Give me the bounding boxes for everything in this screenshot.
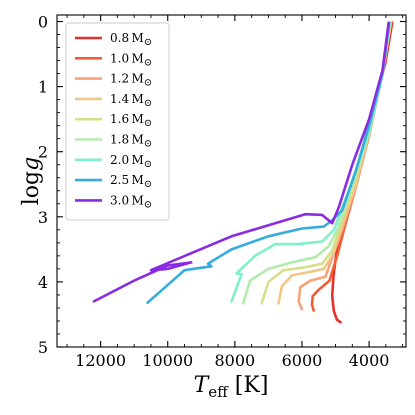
legend-label: 1.4 M⊙ bbox=[110, 92, 152, 109]
legend-label: 1.0 M⊙ bbox=[110, 51, 152, 68]
legend-label: 0.8 M⊙ bbox=[110, 31, 152, 48]
legend: 0.8 M⊙ 1.0 M⊙ 1.2 M⊙ 1.4 M⊙ 1.6 M⊙ 1.8 M⊙ 2.0 … bbox=[65, 22, 170, 221]
y-tick-label: 2 bbox=[38, 143, 48, 162]
series-line-1-8 bbox=[241, 21, 392, 305]
x-axis-title-main: T bbox=[194, 373, 211, 398]
y-tick-label: 0 bbox=[38, 13, 48, 32]
series-line-3-0 bbox=[92, 21, 390, 303]
plot-frame bbox=[56, 14, 407, 348]
series-line-1-6 bbox=[260, 21, 392, 305]
y-axis-title: logg bbox=[19, 157, 44, 205]
x-axis-title-unit: [K] bbox=[228, 373, 269, 398]
series-lines bbox=[92, 21, 394, 324]
x-tick-label: 8000 bbox=[214, 351, 255, 370]
axis-ticks: 12000 10000 8000 6000 4000 0 1 2 3 4 5 bbox=[38, 13, 406, 370]
x-tick-label: 12000 bbox=[75, 351, 126, 370]
legend-label: 1.6 M⊙ bbox=[110, 112, 152, 129]
legend-label: 1.8 M⊙ bbox=[110, 133, 152, 150]
y-axis-title-var: g bbox=[19, 157, 44, 171]
y-axis-title-main: log bbox=[19, 171, 44, 205]
series-line-2-0 bbox=[230, 21, 391, 303]
legend-label: 3.0 M⊙ bbox=[110, 193, 152, 210]
legend-label: 2.0 M⊙ bbox=[110, 153, 152, 170]
y-tick-label: 4 bbox=[38, 273, 48, 292]
x-tick-label: 6000 bbox=[282, 351, 323, 370]
x-axis-title-sub: eff bbox=[208, 383, 229, 401]
x-tick-label: 4000 bbox=[349, 351, 390, 370]
legend-label: 1.2 M⊙ bbox=[110, 72, 152, 89]
y-tick-label: 1 bbox=[38, 78, 48, 97]
y-tick-label: 3 bbox=[38, 208, 48, 227]
legend-box bbox=[65, 22, 170, 221]
x-tick-label: 10000 bbox=[142, 351, 193, 370]
legend-label: 2.5 M⊙ bbox=[110, 173, 152, 190]
series-line-2-5 bbox=[146, 21, 391, 305]
x-axis-title: Teff [K] bbox=[194, 373, 269, 401]
y-tick-label: 5 bbox=[38, 338, 48, 357]
